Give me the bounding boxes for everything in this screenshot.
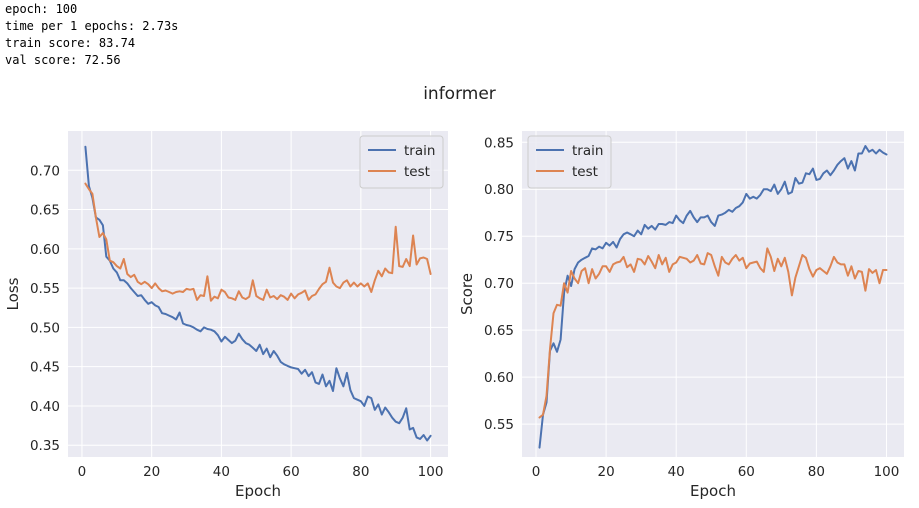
legend-label: train [404, 143, 435, 159]
y-tick-label: 0.55 [484, 417, 514, 433]
y-tick-label: 0.35 [30, 438, 60, 454]
y-tick-label: 0.60 [30, 242, 60, 258]
series-line-train [84, 145, 432, 442]
y-tick-label: 0.50 [30, 320, 60, 336]
x-tick-label: 60 [738, 464, 755, 480]
y-tick-label: 0.40 [30, 399, 60, 415]
x-axis-label: Epoch [690, 482, 736, 500]
y-tick-label: 0.65 [30, 203, 60, 219]
figure-title: informer [423, 84, 496, 104]
series-line-test [538, 247, 888, 419]
x-tick-label: 20 [143, 464, 160, 480]
x-tick-label: 80 [808, 464, 825, 480]
x-tick-label: 60 [283, 464, 300, 480]
y-tick-label: 0.80 [484, 182, 514, 198]
y-tick-label: 0.55 [30, 281, 60, 297]
loss-chart: 0 20 40 60 80 100 0.35 0.40 0.45 0.50 0.55 0.60 0.65… [4, 131, 448, 500]
x-tick-label: 20 [598, 464, 615, 480]
y-tick-label: 0.70 [484, 276, 514, 292]
x-tick-label: 0 [532, 464, 541, 480]
legend-label: train [572, 143, 603, 159]
y-tick-label: 0.70 [30, 163, 60, 179]
y-tick-label: 0.45 [30, 360, 60, 376]
log-line: time per 1 epochs: 2.73s [5, 19, 179, 33]
y-tick-label: 0.75 [484, 229, 514, 245]
y-tick-label: 0.65 [484, 323, 514, 339]
x-tick-label: 40 [668, 464, 685, 480]
y-tick-label: 0.60 [484, 370, 514, 386]
log-line: train score: 83.74 [5, 36, 136, 50]
y-axis-label: Loss [4, 277, 22, 310]
x-tick-label: 0 [78, 464, 87, 480]
legend-label: test [404, 164, 430, 180]
y-axis-label: Score [458, 273, 476, 315]
log-line: val score: 72.56 [5, 53, 121, 67]
series-line-test [84, 182, 432, 302]
x-axis-label: Epoch [235, 482, 281, 500]
log-line: epoch: 100 [5, 2, 78, 16]
x-tick-label: 100 [874, 464, 900, 480]
x-tick-label: 100 [418, 464, 444, 480]
x-tick-label: 80 [352, 464, 369, 480]
score-chart: 0 20 40 60 80 100 0.55 0.60 0.65 0.70 0.75 0.80 0.85… [458, 131, 904, 500]
x-tick-label: 40 [213, 464, 230, 480]
training-log: epoch: 100 time per 1 epochs: 2.73s trai… [5, 1, 178, 69]
legend-label: test [572, 164, 598, 180]
series-line-train [538, 145, 888, 449]
y-tick-label: 0.85 [484, 135, 514, 151]
